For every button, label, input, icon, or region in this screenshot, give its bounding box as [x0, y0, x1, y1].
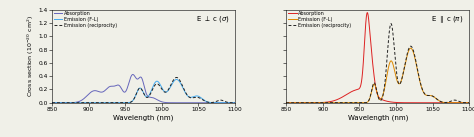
Absorption	[463, 102, 469, 104]
Emission (F-L)	[128, 102, 133, 103]
Emission (F-L)	[49, 102, 55, 104]
Emission (reciprocity)	[283, 102, 289, 104]
Line: Emission (reciprocity): Emission (reciprocity)	[286, 24, 469, 103]
Line: Emission (reciprocity): Emission (reciprocity)	[52, 77, 235, 103]
Line: Absorption: Absorption	[286, 13, 469, 103]
Emission (F-L)	[315, 102, 321, 104]
Emission (reciprocity)	[304, 102, 310, 104]
Emission (reciprocity)	[354, 102, 359, 104]
Emission (reciprocity)	[443, 102, 449, 103]
Absorption	[128, 78, 133, 79]
Emission (reciprocity)	[388, 23, 394, 24]
Absorption	[443, 102, 449, 104]
Emission (F-L)	[229, 102, 235, 104]
Text: E $\parallel$ c ($\pi$): E $\parallel$ c ($\pi$)	[431, 14, 464, 25]
X-axis label: Wavelength (nm): Wavelength (nm)	[113, 115, 174, 121]
Emission (reciprocity)	[229, 102, 235, 104]
X-axis label: Wavelength (nm): Wavelength (nm)	[347, 115, 408, 121]
Absorption	[362, 44, 367, 46]
Absorption	[70, 102, 76, 103]
Emission (F-L)	[119, 102, 125, 104]
Absorption	[365, 12, 370, 13]
Emission (reciprocity)	[232, 102, 238, 104]
Emission (F-L)	[408, 47, 413, 49]
Absorption	[209, 102, 215, 104]
Emission (F-L)	[173, 79, 179, 80]
Line: Absorption: Absorption	[52, 75, 235, 103]
Absorption	[315, 102, 321, 103]
Absorption	[232, 102, 238, 104]
Emission (reciprocity)	[70, 102, 76, 104]
Absorption	[283, 102, 289, 104]
Absorption	[304, 102, 310, 104]
Emission (reciprocity)	[466, 102, 472, 104]
Emission (reciprocity)	[119, 102, 125, 104]
Absorption	[130, 74, 136, 75]
Emission (F-L)	[70, 102, 76, 104]
Legend: Absorption, Emission (F-L), Emission (reciprocity): Absorption, Emission (F-L), Emission (re…	[54, 11, 117, 28]
Absorption	[119, 89, 125, 91]
Absorption	[81, 98, 87, 99]
Legend: Absorption, Emission (F-L), Emission (reciprocity): Absorption, Emission (F-L), Emission (re…	[288, 11, 351, 28]
Emission (F-L)	[304, 102, 310, 104]
Line: Emission (F-L): Emission (F-L)	[286, 48, 469, 103]
Emission (reciprocity)	[362, 102, 367, 104]
Emission (F-L)	[362, 102, 367, 104]
Emission (reciprocity)	[315, 102, 321, 104]
Emission (reciprocity)	[173, 77, 179, 78]
Absorption	[354, 89, 359, 91]
Emission (F-L)	[81, 102, 87, 104]
Emission (F-L)	[283, 102, 289, 104]
Emission (F-L)	[466, 102, 472, 104]
Emission (F-L)	[354, 102, 359, 104]
Absorption	[229, 102, 235, 104]
Text: E $\perp$ c ($\sigma$): E $\perp$ c ($\sigma$)	[196, 14, 229, 24]
Emission (reciprocity)	[128, 102, 133, 103]
Emission (F-L)	[232, 102, 238, 104]
Absorption	[49, 102, 55, 104]
Emission (reciprocity)	[49, 102, 55, 104]
Emission (F-L)	[209, 102, 215, 103]
Emission (reciprocity)	[209, 102, 215, 103]
Absorption	[466, 102, 472, 104]
Line: Emission (F-L): Emission (F-L)	[52, 79, 235, 103]
Emission (F-L)	[463, 102, 469, 104]
Emission (F-L)	[443, 102, 449, 103]
Y-axis label: Cross section (10$^{-20}$ cm$^2$): Cross section (10$^{-20}$ cm$^2$)	[26, 15, 36, 97]
Emission (reciprocity)	[463, 102, 469, 104]
Emission (reciprocity)	[81, 102, 87, 104]
